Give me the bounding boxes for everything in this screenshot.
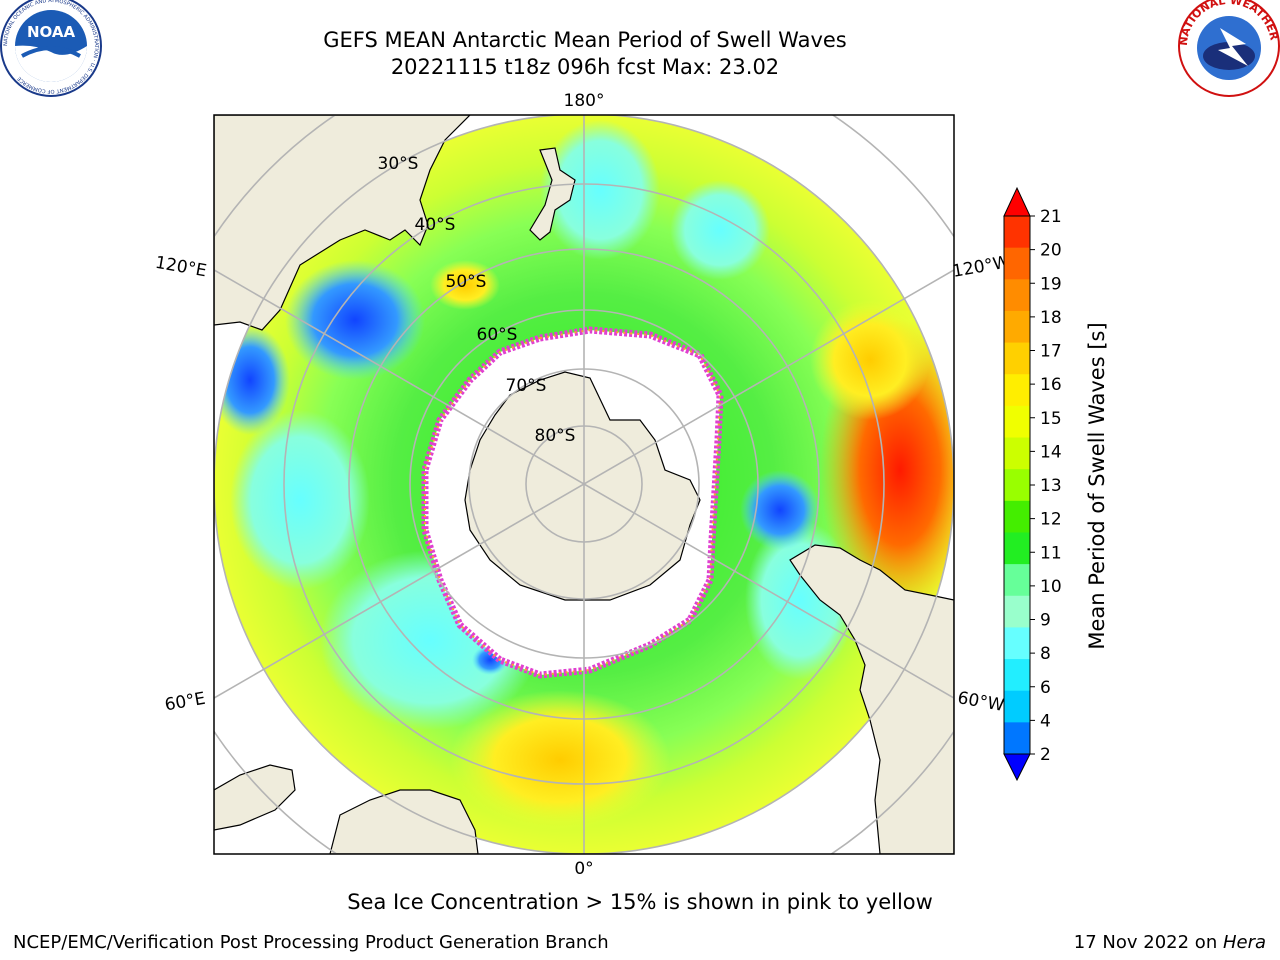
chart-subtitle: 20221115 t18z 096h fcst Max: 23.02 (390, 55, 780, 79)
colorbar-swatch (1004, 595, 1030, 628)
noaa-logo-text: NOAA (27, 23, 76, 41)
colorbar-extend-max (1003, 186, 1031, 217)
lon-label-180: 180° (564, 91, 605, 111)
colorbar-tick-label: 2 (1040, 745, 1051, 765)
footer-date-text: 17 Nov 2022 on (1073, 932, 1223, 953)
colorbar-tick-label: 19 (1040, 274, 1062, 294)
lon-label-60e: 60°E (163, 689, 207, 716)
colorbar-swatch (1004, 532, 1030, 565)
colorbar-swatch (1004, 247, 1030, 280)
colorbar-tick-label: 11 (1040, 543, 1062, 563)
colorbar-swatch (1004, 279, 1030, 312)
colorbar-tick-label: 4 (1040, 711, 1051, 731)
colorbar-swatch (1004, 627, 1030, 660)
map-frame (213, 114, 955, 855)
footer-machine: Hera (1222, 932, 1266, 953)
colorbar-swatch (1004, 374, 1030, 407)
colorbar-tick-label: 13 (1040, 476, 1062, 496)
lat-label-50s: 50°S (446, 272, 487, 292)
lon-label-120w: 120°W (951, 252, 1012, 282)
lon-label-0: 0° (574, 859, 593, 879)
sea-ice (421, 326, 724, 679)
colorbar: 21 20 19 18 17 16 15 14 13 12 11 10 9 8 6 4 2 (1003, 186, 1062, 782)
colorbar-label: Mean Period of Swell Waves [s] (1085, 322, 1109, 650)
lon-label-120e: 120°E (154, 253, 208, 282)
colorbar-tick-label: 8 (1040, 644, 1051, 664)
colorbar-swatch (1004, 342, 1030, 375)
noaa-logo: NOAA NATIONAL OCEANIC AND ATMOSPHERIC AD… (0, 0, 102, 97)
graticule (214, 115, 954, 854)
lat-label-80s: 80°S (535, 426, 576, 446)
footer-branch: NCEP/EMC/Verification Post Processing Pr… (13, 932, 609, 953)
colorbar-tick-label: 21 (1040, 207, 1062, 227)
lightning-icon (1218, 28, 1248, 66)
sea-ice-note: Sea Ice Concentration > 15% is shown in … (347, 890, 933, 914)
footer-date: 17 Nov 2022 on Hera (1074, 932, 1266, 953)
africa (329, 789, 479, 854)
colorbar-tick-label: 14 (1040, 442, 1062, 462)
colorbar-swatch (1004, 564, 1030, 597)
colorbar-tick-label: 18 (1040, 308, 1062, 328)
colorbar-swatch (1004, 310, 1030, 344)
colorbar-swatch (1004, 690, 1030, 723)
lat-label-30s: 30°S (378, 154, 419, 174)
colorbar-tick-label: 16 (1040, 375, 1062, 395)
colorbar-swatch (1004, 437, 1030, 470)
colorbar-tick-label: 10 (1040, 577, 1062, 597)
colorbar-tick-label: 20 (1040, 241, 1062, 261)
svg-text:NATIONAL WEATHER SERVICE: NATIONAL WEATHER SERVICE (0, 0, 1280, 46)
antarctica-inner (464, 371, 701, 601)
colorbar-tick-label: 12 (1040, 510, 1062, 530)
lon-label-60w: 60°W (956, 688, 1006, 716)
madagascar (214, 764, 296, 831)
colorbar-swatch (1004, 469, 1030, 502)
colorbar-swatch (1004, 659, 1030, 692)
lat-label-60s: 60°S (477, 325, 518, 345)
nws-ring-text: NATIONAL WEATHER SERVICE (0, 0, 1280, 46)
colorbar-tick-label: 6 (1040, 678, 1051, 698)
nws-logo: NATIONAL WEATHER SERVICE (0, 0, 1280, 97)
new-zealand (529, 147, 576, 241)
colorbar-swatch (1004, 500, 1030, 533)
colorbar-tick-label: 15 (1040, 409, 1062, 429)
colorbar-swatch (1004, 722, 1030, 755)
south-america (789, 544, 954, 854)
lat-label-70s: 70°S (506, 376, 547, 396)
colorbar-tick-label: 17 (1040, 342, 1062, 362)
chart-title: GEFS MEAN Antarctic Mean Period of Swell… (323, 28, 847, 52)
colorbar-extend-min (1003, 753, 1031, 782)
lat-label-40s: 40°S (415, 215, 456, 235)
colorbar-tick-label: 9 (1040, 611, 1051, 631)
colorbar-swatch (1004, 216, 1030, 249)
colorbar-swatch (1004, 405, 1030, 439)
